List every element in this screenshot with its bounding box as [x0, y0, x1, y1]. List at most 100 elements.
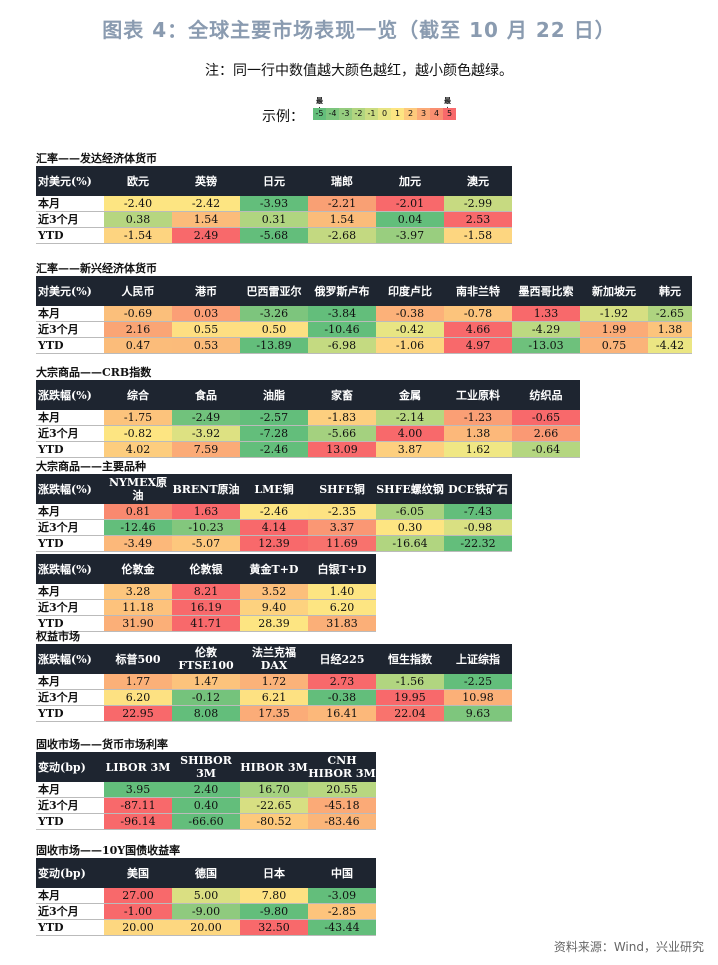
table-bond: 变动(bp) 美国 德国 日本 中国 本月 27.00 5.00 7.80 -3.09 近3个月 -1… — [36, 858, 376, 936]
value-cell: -2.25 — [444, 674, 512, 690]
value-cell: -16.64 — [376, 535, 444, 552]
value-cell: -9.00 — [172, 903, 240, 920]
header-cell: 澳元 — [444, 166, 512, 196]
legend-swatch: -4 — [326, 108, 339, 120]
header-row: 涨跌幅(%) 伦敦金 伦敦银 黄金T+D 白银T+D — [36, 554, 376, 584]
row-label: 本月 — [36, 782, 104, 798]
value-cell: 20.55 — [308, 782, 376, 798]
legend-swatch: 5 — [443, 108, 456, 120]
value-cell: -1.58 — [444, 227, 512, 244]
value-cell: 12.39 — [240, 535, 308, 552]
value-cell: 4.14 — [240, 519, 308, 536]
header-metric: 涨跌幅(%) — [36, 474, 104, 504]
header-cell: 加元 — [376, 166, 444, 196]
row-label: YTD — [36, 535, 104, 552]
value-cell: 0.31 — [240, 211, 308, 228]
value-cell: 11.18 — [104, 599, 172, 616]
value-cell: -2.42 — [172, 196, 240, 212]
legend-swatch: 3 — [417, 108, 430, 120]
value-cell: -96.14 — [104, 813, 172, 830]
value-cell: 1.77 — [104, 674, 172, 690]
legend-swatch: 0 — [378, 108, 391, 120]
value-cell: -43.44 — [308, 919, 376, 936]
header-cell: 俄罗斯卢布 — [308, 276, 376, 306]
header-row: 涨跌幅(%) 标普500 伦敦FTSE100 法兰克福DAX 日经225 恒生指数 上证综指 — [36, 644, 512, 674]
value-cell: -2.65 — [648, 306, 692, 322]
value-cell: 20.00 — [104, 919, 172, 936]
value-cell: 0.38 — [104, 211, 172, 228]
value-cell: 1.63 — [172, 504, 240, 520]
source-note: 资料来源：Wind，兴业研究 — [553, 940, 704, 954]
value-cell: 31.90 — [104, 615, 172, 632]
value-cell: 16.70 — [240, 782, 308, 798]
header-cell: 金属 — [376, 380, 444, 410]
section-title-fx-dm: 汇率——发达经济体货币 — [36, 152, 226, 167]
table-row: YTD -1.54 2.49 -5.68 -2.68 -3.97 -1.58 — [36, 227, 512, 244]
header-cell: 恒生指数 — [376, 644, 444, 674]
row-label: 近3个月 — [36, 689, 104, 706]
row-label: 近3个月 — [36, 797, 104, 814]
table-row: 本月 -2.40 -2.42 -3.93 -2.21 -2.01 -2.99 — [36, 196, 512, 212]
row-label: YTD — [36, 615, 104, 632]
value-cell: -5.07 — [172, 535, 240, 552]
value-cell: -0.78 — [444, 306, 512, 322]
value-cell: -0.12 — [172, 689, 240, 706]
value-cell: 1.54 — [308, 211, 376, 228]
value-cell: -66.60 — [172, 813, 240, 830]
value-cell: -6.98 — [308, 337, 376, 354]
value-cell: -0.38 — [376, 306, 444, 322]
value-cell: -2.01 — [376, 196, 444, 212]
value-cell: -3.09 — [308, 888, 376, 904]
header-cell: NYMEX原油 — [104, 474, 172, 504]
value-cell: -3.97 — [376, 227, 444, 244]
value-cell: 2.40 — [172, 782, 240, 798]
header-cell: HIBOR 3M — [240, 752, 308, 782]
header-row: 对美元(%) 欧元 英镑 日元 瑞郎 加元 澳元 — [36, 166, 512, 196]
value-cell: 4.02 — [104, 441, 172, 458]
table-row: 近3个月 0.38 1.54 0.31 1.54 0.04 2.53 — [36, 211, 512, 228]
header-metric: 变动(bp) — [36, 752, 104, 782]
value-cell: -1.83 — [308, 410, 376, 426]
table-row: YTD 31.90 41.71 28.39 31.83 — [36, 615, 376, 632]
value-cell: -22.32 — [444, 535, 512, 552]
value-cell: -2.40 — [104, 196, 172, 212]
header-cell: 伦敦金 — [104, 554, 172, 584]
row-label: 近3个月 — [36, 211, 104, 228]
value-cell: 27.00 — [104, 888, 172, 904]
table-row: 近3个月 6.20 -0.12 6.21 -0.38 19.95 10.98 — [36, 689, 512, 706]
header-cell: 日经225 — [308, 644, 376, 674]
value-cell: -2.49 — [172, 410, 240, 426]
table-row: 近3个月 2.16 0.55 0.50 -10.46 -0.42 4.66 -4.29 1.99… — [36, 321, 692, 338]
row-label: 本月 — [36, 306, 104, 322]
section-title-equity: 权益市场 — [36, 630, 226, 645]
value-cell: 1.40 — [308, 584, 376, 600]
table-row: YTD -3.49 -5.07 12.39 11.69 -16.64 -22.32 — [36, 535, 512, 552]
value-cell: 17.35 — [240, 705, 308, 722]
value-cell: 22.04 — [376, 705, 444, 722]
header-cell: 墨西哥比索 — [512, 276, 580, 306]
table-row: 近3个月 11.18 16.19 9.40 6.20 — [36, 599, 376, 616]
header-cell: 美国 — [104, 858, 172, 888]
row-label: YTD — [36, 337, 104, 354]
section-title-bond: 固收市场——10Y国债收益率 — [36, 844, 226, 859]
value-cell: 31.83 — [308, 615, 376, 632]
value-cell: 1.62 — [444, 441, 512, 458]
value-cell: 2.16 — [104, 321, 172, 338]
table-row: 本月 3.28 8.21 3.52 1.40 — [36, 584, 376, 600]
value-cell: -1.75 — [104, 410, 172, 426]
value-cell: 8.08 — [172, 705, 240, 722]
table-row: 本月 -1.75 -2.49 -2.57 -1.83 -2.14 -1.23 -0.65 — [36, 410, 580, 426]
value-cell: -3.26 — [240, 306, 308, 322]
value-cell: 2.49 — [172, 227, 240, 244]
value-cell: 0.53 — [172, 337, 240, 354]
header-cell: 综合 — [104, 380, 172, 410]
header-row: 变动(bp) 美国 德国 日本 中国 — [36, 858, 376, 888]
table-row: 近3个月 -87.11 0.40 -22.65 -45.18 — [36, 797, 376, 814]
header-cell: 伦敦FTSE100 — [172, 644, 240, 674]
header-cell: 日元 — [240, 166, 308, 196]
value-cell: 4.00 — [376, 425, 444, 442]
value-cell: -2.57 — [240, 410, 308, 426]
value-cell: -0.69 — [104, 306, 172, 322]
value-cell: 7.80 — [240, 888, 308, 904]
header-cell: 白银T+D — [308, 554, 376, 584]
